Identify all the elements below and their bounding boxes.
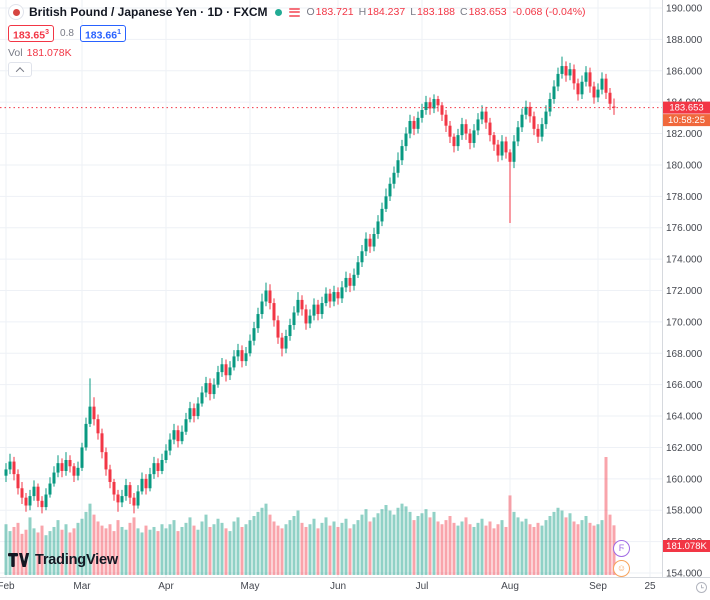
- volume-value: 181.078K: [26, 47, 72, 59]
- legend-collapse-row: [8, 62, 32, 77]
- time-tick-label: Jul: [416, 581, 429, 592]
- price-tick-label: 176.000: [666, 223, 703, 234]
- floating-buttons: Ϝ ☺: [613, 540, 630, 577]
- price-badge: 183.653: [663, 101, 710, 114]
- time-tick-label: Apr: [158, 581, 174, 592]
- price-tick-label: 158.000: [666, 506, 703, 517]
- emoji-icon[interactable]: ☺: [613, 560, 630, 577]
- price-tick-label: 154.000: [666, 569, 703, 580]
- axis-separators: [0, 0, 710, 578]
- price-tick-label: 174.000: [666, 255, 703, 266]
- time-tick-label: May: [241, 581, 260, 592]
- ohlc-readout: O 183.721 H 184.237 L 183.188 C 183.653 …: [307, 6, 586, 18]
- clock-icon[interactable]: [696, 582, 707, 593]
- price-tick-label: 188.000: [666, 35, 703, 46]
- high-value: 184.237: [367, 6, 406, 18]
- price-tick-label: 160.000: [666, 474, 703, 485]
- time-tick-label: Aug: [501, 581, 519, 592]
- price-tick-label: 162.000: [666, 443, 703, 454]
- lightning-icon[interactable]: Ϝ: [613, 540, 630, 557]
- chart-legend: British Pound / Japanese Yen · 1D · FXCM…: [8, 4, 586, 20]
- chevron-up-icon: [15, 66, 25, 76]
- market-status-dot: [274, 8, 282, 16]
- time-tick-label: Jun: [330, 581, 346, 592]
- svg-text:181.078K: 181.078K: [666, 541, 707, 552]
- volume-legend: Vol 181.078K: [8, 47, 72, 59]
- sell-bid-button[interactable]: 183.653: [8, 25, 55, 42]
- time-tick-label: Feb: [0, 581, 15, 592]
- tradingview-logo[interactable]: TradingView: [8, 552, 118, 568]
- open-label: O: [306, 6, 315, 18]
- volume-label: Vol: [8, 47, 23, 59]
- close-value: 183.653: [468, 6, 507, 18]
- price-tick-label: 190.000: [666, 4, 703, 15]
- change-value: -0.068 (-0.04%): [512, 6, 586, 18]
- candlestick-series[interactable]: [4, 56, 616, 514]
- svg-text:10:58:25: 10:58:25: [668, 115, 705, 126]
- high-label: H: [358, 6, 367, 18]
- price-tick-label: 182.000: [666, 129, 703, 140]
- svg-text:183.653: 183.653: [669, 103, 703, 114]
- price-tick-label: 164.000: [666, 412, 703, 423]
- price-tick-label: 180.000: [666, 160, 703, 171]
- countdown-badge: 10:58:25: [663, 114, 710, 127]
- close-label: C: [460, 6, 468, 18]
- price-axis[interactable]: 190.000188.000186.000184.000182.000180.0…: [666, 4, 703, 580]
- grid-lines: [0, 0, 662, 577]
- bid-ask-row: 183.653 0.8 183.661: [8, 25, 126, 42]
- collapse-legend-button[interactable]: [8, 62, 32, 77]
- price-tick-label: 166.000: [666, 380, 703, 391]
- symbol-logo-icon[interactable]: [8, 4, 24, 20]
- legend-menu-icon[interactable]: [288, 7, 300, 17]
- tradingview-mark-icon: [8, 553, 30, 567]
- open-value: 183.721: [315, 6, 354, 18]
- price-tick-label: 178.000: [666, 192, 703, 203]
- time-tick-label: Sep: [589, 581, 607, 592]
- volume-series[interactable]: [4, 457, 616, 575]
- spread-value: 0.8: [60, 28, 74, 39]
- time-axis[interactable]: Feb Mar Apr May Jun Jul Aug Sep 25: [0, 581, 656, 592]
- price-tick-label: 168.000: [666, 349, 703, 360]
- tradingview-wordmark: TradingView: [35, 552, 118, 568]
- price-tick-label: 172.000: [666, 286, 703, 297]
- price-tick-label: 170.000: [666, 317, 703, 328]
- price-tick-label: 186.000: [666, 66, 703, 77]
- symbol-title[interactable]: British Pound / Japanese Yen · 1D · FXCM: [29, 5, 268, 19]
- low-value: 183.188: [417, 6, 456, 18]
- time-tick-label: 25: [644, 581, 656, 592]
- time-tick-label: Mar: [73, 581, 91, 592]
- volume-badge: 181.078K: [663, 540, 710, 552]
- low-label: L: [410, 6, 417, 18]
- buy-ask-button[interactable]: 183.661: [79, 25, 126, 42]
